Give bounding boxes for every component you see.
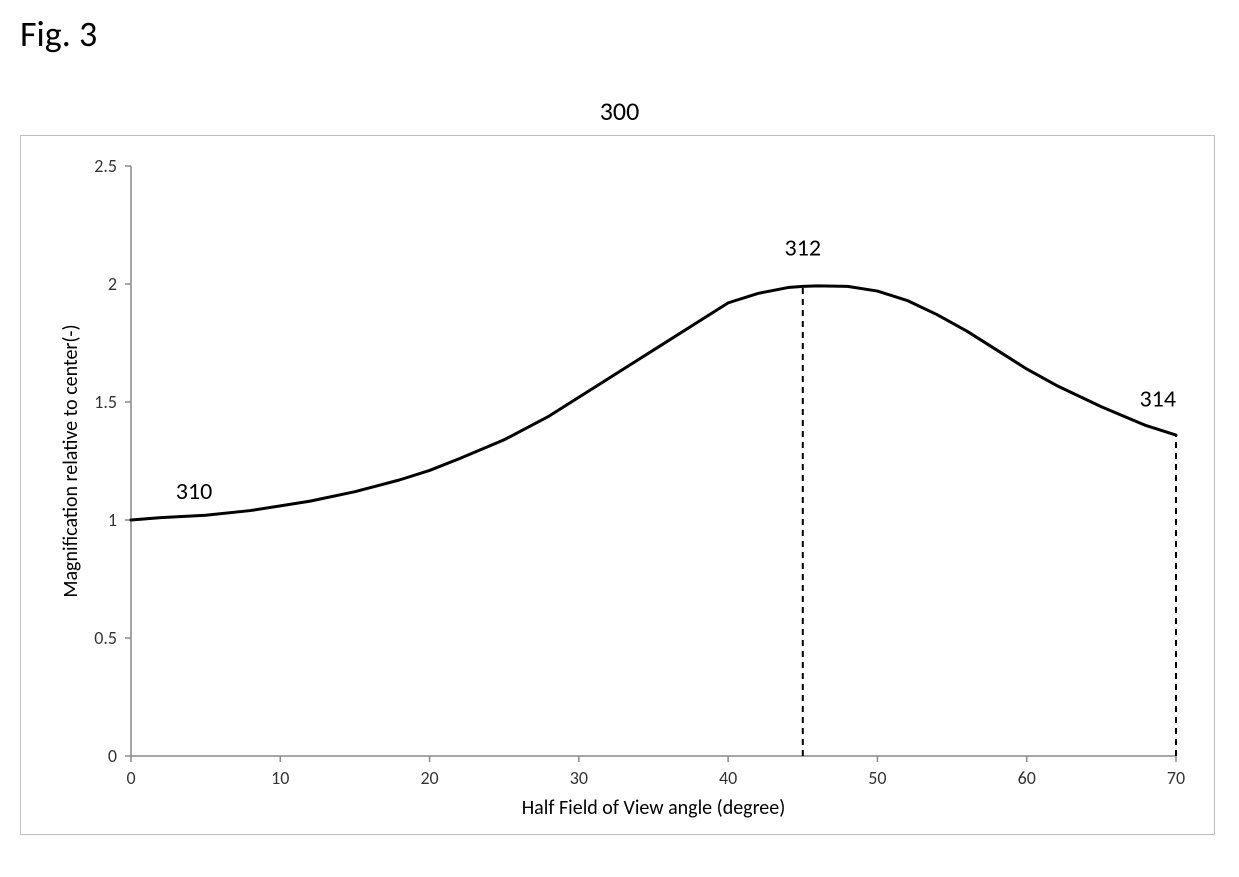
svg-text:20: 20 [420, 767, 438, 789]
svg-text:Magnification relative to cent: Magnification relative to center(-) [59, 324, 83, 597]
svg-text:0: 0 [108, 745, 117, 767]
svg-text:40: 40 [719, 767, 737, 789]
svg-text:2.5: 2.5 [94, 155, 117, 177]
chart-outer-frame: 0 10 20 30 40 50 60 70 0 0.5 1 1.5 2 2.5 Half Field of… [20, 135, 1215, 835]
svg-text:60: 60 [1018, 767, 1036, 789]
svg-text:2: 2 [108, 273, 117, 295]
svg-text:30: 30 [570, 767, 588, 789]
magnification-vs-hfov-chart: 0 10 20 30 40 50 60 70 0 0.5 1 1.5 2 2.5 Half Field of… [21, 136, 1216, 836]
figure-ref-number: 300 [0, 95, 1239, 127]
svg-text:1.5: 1.5 [94, 391, 117, 413]
svg-text:1: 1 [108, 509, 117, 531]
svg-text:50: 50 [868, 767, 886, 789]
svg-text:312: 312 [785, 234, 822, 263]
svg-text:0.5: 0.5 [94, 627, 117, 649]
svg-text:10: 10 [271, 767, 289, 789]
svg-text:314: 314 [1140, 385, 1177, 414]
figure-label: Fig. 3 [20, 12, 97, 56]
svg-text:70: 70 [1167, 767, 1185, 789]
svg-text:0: 0 [126, 767, 135, 789]
svg-text:Half Field of View angle (degr: Half Field of View angle (degree) [522, 796, 786, 820]
svg-text:310: 310 [176, 477, 213, 506]
